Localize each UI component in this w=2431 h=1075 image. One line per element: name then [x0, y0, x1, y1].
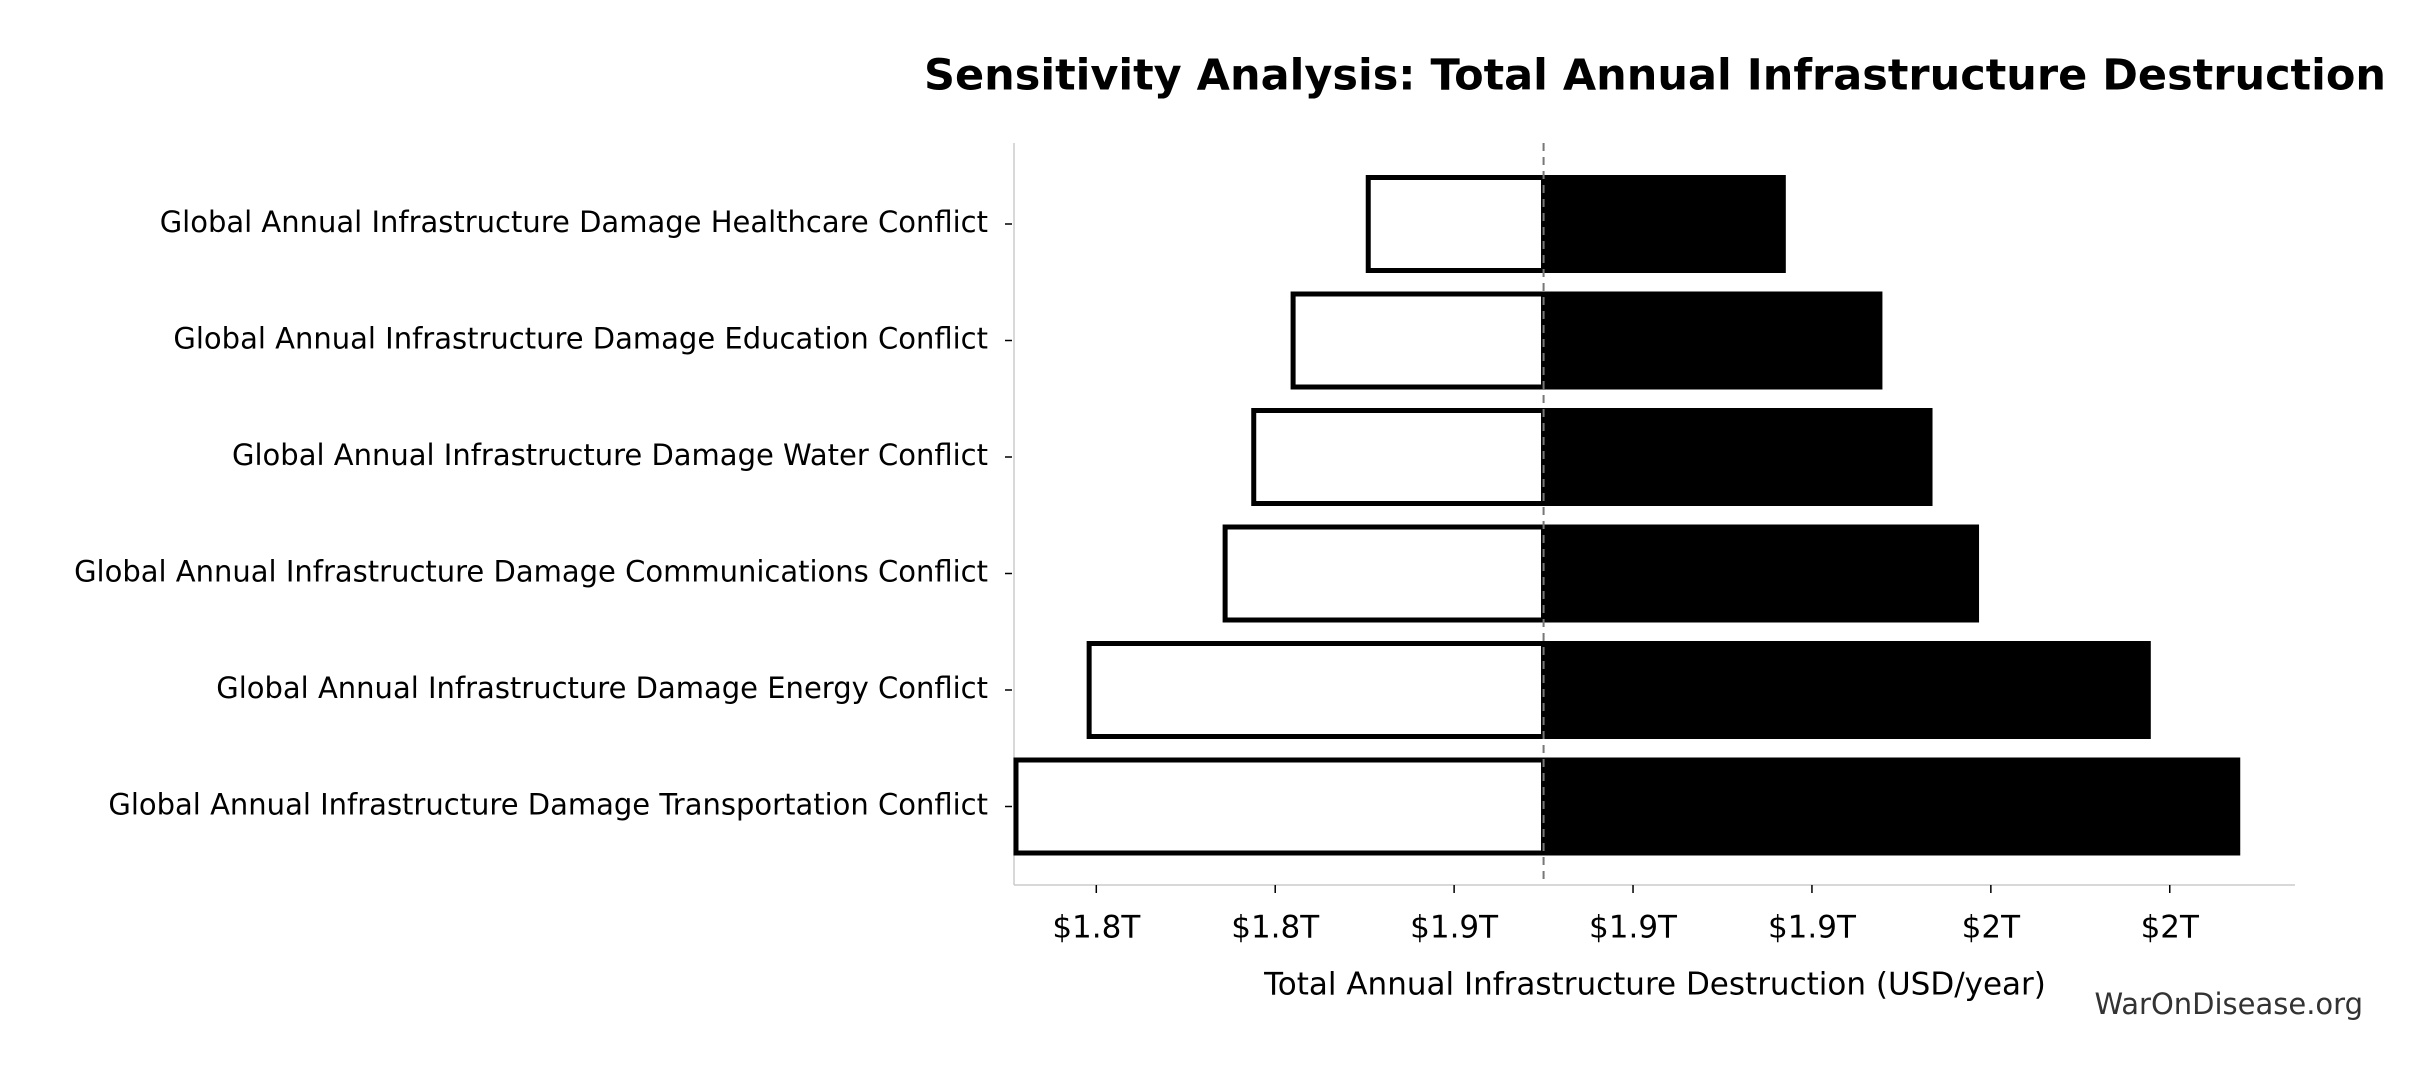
y-tick-label: Global Annual Infrastructure Damage Tran…: [108, 788, 988, 822]
bar: [1541, 408, 1933, 506]
chart-title: Sensitivity Analysis: Total Annual Infra…: [924, 51, 2386, 101]
y-tick-label: Global Annual Infrastructure Damage Educ…: [173, 322, 988, 356]
bar: [1541, 757, 2241, 856]
bar: [1541, 291, 1883, 390]
x-tick-label: $1.8T: [1052, 910, 1141, 946]
bar: [1086, 641, 1547, 739]
y-tick-label: Global Annual Infrastructure Damage Heal…: [160, 205, 988, 239]
bar: [1541, 524, 1980, 623]
bar: [1541, 641, 2151, 739]
x-tick-label: $1.8T: [1231, 910, 1320, 946]
x-tick-label: $2T: [1962, 910, 2021, 946]
y-tick-label: Global Annual Infrastructure Damage Wate…: [232, 438, 988, 472]
x-tick-label: $1.9T: [1410, 910, 1499, 946]
y-tick-label: Global Annual Infrastructure Damage Ener…: [216, 671, 988, 705]
x-tick-label: $2T: [2141, 910, 2200, 946]
bar: [1541, 175, 1786, 273]
bar: [1251, 408, 1547, 506]
bar: [1290, 291, 1547, 390]
bar: [1365, 175, 1547, 273]
bar: [1013, 757, 1547, 856]
bar: [1222, 524, 1547, 623]
x-tick-label: $1.9T: [1768, 910, 1857, 946]
y-tick-label: Global Annual Infrastructure Damage Comm…: [74, 555, 988, 589]
x-axis-label: Total Annual Infrastructure Destruction …: [1263, 967, 2046, 1003]
x-tick-label: $1.9T: [1589, 910, 1678, 946]
watermark: WarOnDisease.org: [2094, 987, 2363, 1021]
